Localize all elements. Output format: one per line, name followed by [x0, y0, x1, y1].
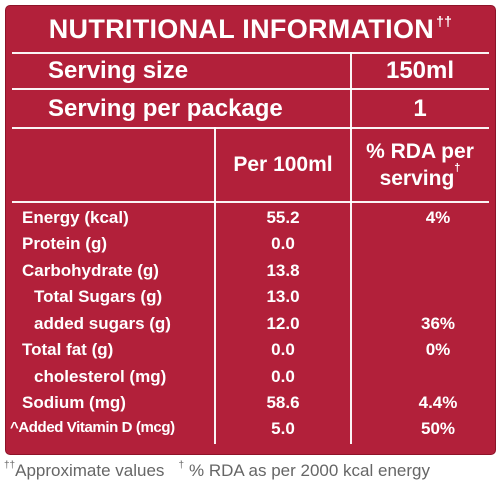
footnote-mark-rda: †	[178, 459, 184, 471]
row-per100: 0.0	[271, 234, 295, 253]
column-divider	[350, 201, 352, 444]
serving-per-package-label: Serving per package	[48, 94, 283, 122]
row-label: Protein (g)	[22, 234, 107, 253]
row-label: added sugars (g)	[34, 314, 171, 333]
row-per100: 55.2	[266, 208, 300, 227]
rda-header-mark: †	[454, 161, 461, 174]
serving-size-label: Serving size	[48, 57, 189, 84]
row-per100: 13.0	[266, 287, 300, 306]
column-divider	[350, 52, 352, 201]
column-divider	[214, 127, 216, 444]
row-label: Carbohydrate (g)	[22, 261, 159, 280]
row-label: Energy (kcal)	[22, 208, 129, 227]
row-rda: 4.4%	[418, 393, 458, 412]
row-rda: 36%	[420, 314, 456, 333]
row-label: ^Added Vitamin D (mcg)	[10, 419, 175, 436]
column-header-rda: % RDA per serving†	[352, 129, 488, 201]
row-per100: 12.0	[266, 314, 300, 333]
footnote-mark-approx: ††	[4, 459, 16, 471]
row-label: cholesterol (mg)	[34, 367, 167, 386]
divider	[12, 52, 489, 54]
serving-per-package-value: 1	[413, 94, 427, 122]
row-per100: 58.6	[266, 393, 300, 412]
rda-header-line1: % RDA per	[366, 139, 474, 163]
footnote-approx-text: Approximate values	[15, 461, 165, 480]
row-label: Total Sugars (g)	[34, 287, 163, 306]
row-rda: 4%	[425, 208, 451, 227]
divider	[12, 127, 489, 129]
column-header-per100: Per 100ml	[233, 153, 333, 176]
title-footnote-mark: ††	[436, 13, 453, 29]
rda-header-line2: serving	[379, 166, 455, 190]
table-title: NUTRITIONAL INFORMATION ††	[6, 6, 495, 52]
row-rda: 50%	[420, 419, 456, 438]
row-label: Sodium (mg)	[22, 393, 126, 412]
row-per100: 5.0	[271, 419, 295, 438]
footnote-rda-text: % RDA as per 2000 kcal energy	[189, 461, 430, 480]
footnote: †† Approximate values † % RDA as per 2000 k…	[4, 458, 498, 484]
divider	[12, 201, 489, 203]
row-label: Total fat (g)	[22, 340, 114, 359]
row-rda: 0%	[425, 340, 451, 359]
title-text: NUTRITIONAL INFORMATION	[48, 13, 435, 44]
row-per100: 0.0	[271, 340, 295, 359]
nutrition-panel	[6, 6, 495, 454]
divider	[12, 88, 489, 90]
row-per100: 13.8	[266, 261, 300, 280]
row-per100: 0.0	[271, 367, 295, 386]
serving-size-value: 150ml	[385, 57, 455, 84]
